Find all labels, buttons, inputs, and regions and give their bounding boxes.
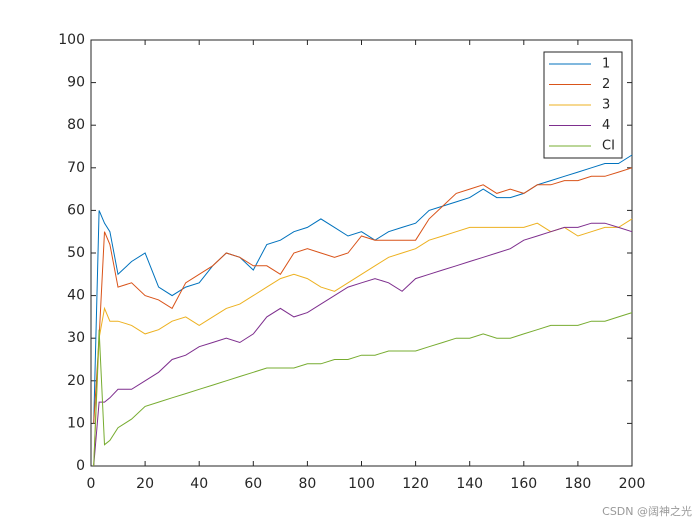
- x-tick-label: 160: [510, 476, 537, 492]
- y-tick-label: 80: [67, 117, 85, 133]
- series-line: [93, 222, 633, 467]
- x-tick-label: 40: [190, 476, 208, 492]
- y-tick-label: 100: [58, 32, 85, 48]
- x-tick-label: 180: [565, 476, 592, 492]
- watermark: CSDN @阔神之光: [602, 504, 692, 518]
- legend-label: 4: [602, 118, 610, 133]
- x-tick-label: 80: [298, 476, 316, 492]
- series-line: [93, 218, 633, 467]
- x-tick-label: 20: [136, 476, 154, 492]
- x-tick-label: 200: [619, 476, 646, 492]
- y-tick-label: 0: [76, 458, 85, 474]
- legend-label: 2: [602, 77, 610, 92]
- x-tick-label: 60: [244, 476, 262, 492]
- x-tick-label: 140: [456, 476, 483, 492]
- y-tick-label: 40: [67, 288, 85, 304]
- series-line: [93, 167, 633, 424]
- y-tick-label: 10: [67, 415, 85, 431]
- series-line: [93, 312, 633, 467]
- y-tick-label: 50: [67, 245, 85, 261]
- legend-label: 1: [602, 57, 610, 72]
- legend-label: 3: [602, 98, 610, 113]
- y-tick-label: 90: [67, 75, 85, 91]
- y-tick-label: 60: [67, 202, 85, 218]
- x-tick-label: 120: [402, 476, 429, 492]
- legend-label: CI: [602, 139, 615, 154]
- y-tick-label: 20: [67, 373, 85, 389]
- x-tick-label: 0: [87, 476, 96, 492]
- y-tick-label: 30: [67, 330, 85, 346]
- x-tick-label: 100: [348, 476, 375, 492]
- y-tick-label: 70: [67, 160, 85, 176]
